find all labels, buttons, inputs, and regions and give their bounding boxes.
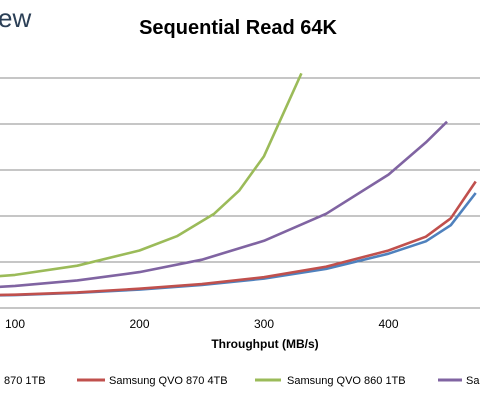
- x-tick-label: 200: [129, 317, 149, 331]
- legend: 870 1TB Samsung QVO 870 4TB Samsung QVO 86…: [4, 375, 480, 387]
- x-axis-title: Throughput (MB/s): [211, 337, 318, 351]
- series-lines: [0, 72, 477, 297]
- x-tick-label: 400: [378, 317, 398, 331]
- x-tick-labels: 100 200 300 400: [5, 317, 399, 331]
- x-tick-label: 100: [5, 317, 25, 331]
- legend-label: Samsung QVO 860 1TB: [287, 375, 406, 387]
- legend-label: Sa: [466, 375, 480, 387]
- x-tick-label: 300: [254, 317, 274, 331]
- series-line-3: [0, 72, 303, 278]
- series-line-4: [0, 120, 448, 289]
- legend-label: 870 1TB: [4, 375, 46, 387]
- chart-title: Sequential Read 64K: [139, 17, 337, 39]
- legend-label: Samsung QVO 870 4TB: [109, 375, 228, 387]
- gridlines: [0, 77, 480, 309]
- series-line-2: [0, 180, 477, 297]
- logo-fragment: ew: [0, 3, 31, 33]
